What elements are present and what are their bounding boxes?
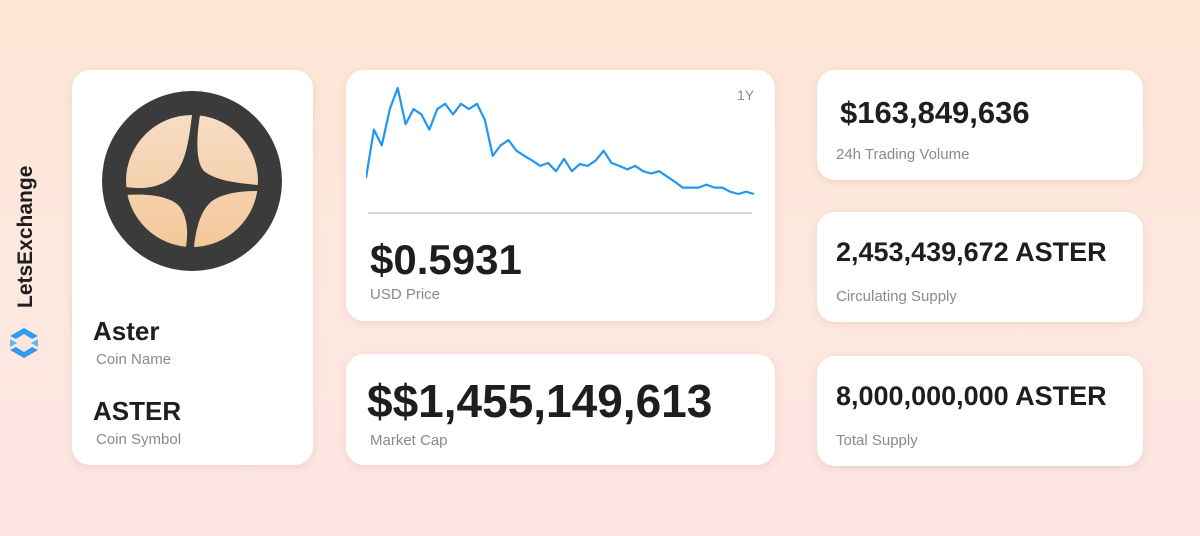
coin-name-label: Coin Name — [96, 351, 172, 368]
price-line — [366, 86, 755, 196]
stat-label: Circulating Supply — [836, 288, 957, 305]
stat-value: $163,849,636 — [840, 95, 1030, 130]
stat-label: 24h Trading Volume — [836, 146, 970, 163]
price-label: USD Price — [370, 286, 441, 303]
coin-logo — [102, 91, 282, 271]
sparkline-chart — [366, 86, 755, 214]
price-value: $0.5931 — [370, 236, 522, 283]
stat-card: 2,453,439,672 ASTER Circulating Supply — [817, 212, 1143, 322]
coin-card: Aster Coin Name ASTER Coin Symbol — [72, 70, 313, 465]
coin-symbol-label: Coin Symbol — [96, 431, 182, 448]
stat-value: 8,000,000,000 ASTER — [836, 381, 1107, 411]
market-cap-value: $$1,455,149,613 — [367, 375, 713, 427]
stat-card: 8,000,000,000 ASTER Total Supply — [817, 356, 1143, 466]
stat-card: $163,849,636 24h Trading Volume — [817, 70, 1143, 180]
coin-name: Aster — [93, 316, 160, 346]
stat-value: 2,453,439,672 ASTER — [836, 237, 1107, 267]
period-label: 1Y — [737, 87, 755, 103]
price-card: 1Y $0.5931 USD Price — [346, 70, 775, 321]
stat-label: Total Supply — [836, 432, 918, 449]
coin-symbol: ASTER — [93, 396, 182, 426]
brand-logo — [10, 328, 38, 358]
market-cap-label: Market Cap — [370, 432, 448, 449]
brand: LetsExchange — [14, 165, 37, 308]
market-cap-card: $$1,455,149,613 Market Cap — [346, 354, 775, 465]
